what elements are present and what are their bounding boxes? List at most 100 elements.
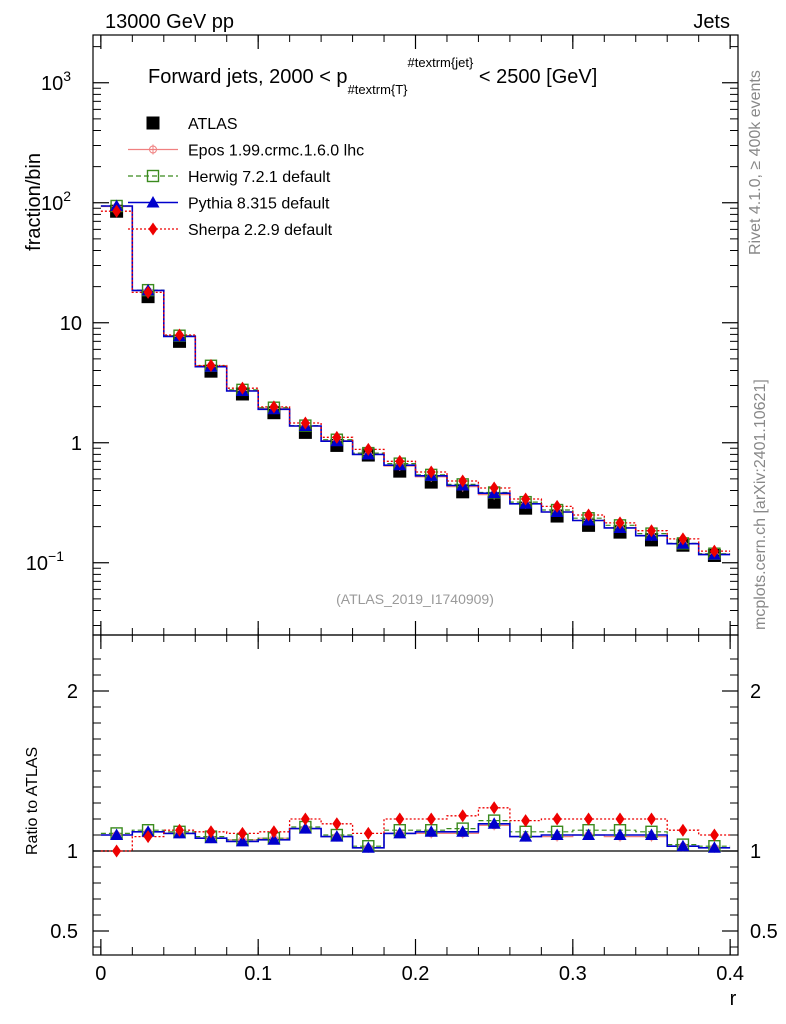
atlas-marker [487,495,501,509]
pythia-marker [298,822,312,834]
y-tick-exponent: 3 [63,68,71,84]
sherpa-marker [143,285,153,299]
sherpa-marker [395,454,405,468]
rivet-label: Rivet 4.1.0, ≥ 400k events [747,70,764,255]
sherpa-line [100,807,731,852]
ratio-x-tick-label: 0.2 [402,963,430,985]
pythia-marker [110,828,124,840]
sherpa-marker [615,516,625,530]
sherpa-line [100,210,731,552]
sherpa-marker [237,826,247,840]
legend-sherpa-label: Sherpa 2.2.9 default [188,222,333,239]
pythia-marker [676,839,690,852]
sherpa-marker [332,817,342,831]
pythia-marker [393,826,407,839]
pythia-marker [550,828,564,840]
main-title-sup: #textrm{jet} [408,55,474,70]
sherpa-marker [646,812,656,826]
sherpa-marker [615,812,625,826]
sherpa-marker [363,826,373,840]
sherpa-marker [175,823,185,837]
sherpa-marker [112,844,122,858]
herwig-line [100,205,731,555]
sherpa-marker [584,812,594,826]
ratio-axes: 0.5 0.5 1 1 2 2 0 0.1 0.2 0.3 0.4 [50,635,778,985]
ratio-x-tick-label: 0.4 [716,963,744,985]
ratio-series-layer [100,801,731,858]
legend-epos-label: Epos 1.99.crmc.1.6.0 lhc [188,143,364,160]
analysis-watermark: (ATLAS_2019_I1740909) [336,591,494,607]
sherpa-marker [646,524,656,538]
sherpa-marker [709,544,719,558]
legend-atlas-label: ATLAS [188,116,238,133]
main-title: Forward jets, 2000 < p#textrm{T} #textrm{… [148,55,597,97]
ratio-xlabel: r [730,988,737,1010]
main-series-layer [100,199,731,562]
sherpa-marker [143,830,153,844]
pythia-marker [424,825,438,837]
pythia-marker [644,828,658,840]
ratio-x-tick-label: 0.1 [244,963,272,985]
sherpa-marker [269,825,279,839]
y-tick-label: 102 [41,188,71,215]
y-tick-label: 10−1 [26,548,64,575]
legend-pythia-label: Pythia 8.315 default [188,196,330,213]
sherpa-marker [709,828,719,842]
sherpa-marker [584,508,594,522]
sherpa-marker [206,825,216,839]
sherpa-marker [489,801,499,815]
y-tick-exponent: 2 [63,188,71,204]
sherpa-marker [112,204,122,218]
y-tick-base: 10 [41,73,63,95]
y-tick-base: 10 [60,313,82,335]
sherpa-marker [521,814,531,828]
ratio-x-tick-label: 0.3 [559,963,587,985]
ratio-plot-frame [92,634,739,956]
sherpa-marker [175,328,185,342]
pythia-marker [146,196,160,208]
sherpa-marker [148,222,158,236]
legend-herwig-label: Herwig 7.2.1 default [188,169,331,186]
pythia-line [100,823,731,849]
pythia-marker [487,817,501,829]
ratio-y-tick-label-left: 1 [67,841,78,863]
pythia-marker [267,833,281,845]
sherpa-marker [269,400,279,414]
sherpa-marker [363,442,373,456]
legend: ATLAS Epos 1.99.crmc.1.6.0 lhc Herwig 7.2.… [128,116,364,239]
y-tick-label: 103 [41,68,71,95]
sherpa-marker [458,809,468,823]
main-ylabel: fraction/bin [23,153,45,251]
ratio-y-tick-label-left: 2 [67,681,78,703]
atlas-marker [146,116,160,130]
sherpa-marker [489,481,499,495]
y-tick-label: 10 [60,313,82,335]
pythia-marker [519,830,533,842]
pythia-marker [582,828,596,840]
y-tick-base: 1 [71,433,82,455]
sherpa-marker [521,492,531,506]
pythia-marker [361,841,375,853]
ratio-y-tick-label-right: 1 [750,841,761,863]
sherpa-marker [678,823,688,837]
pythia-marker [235,834,249,847]
sherpa-marker [300,416,310,430]
ratio-y-tick-label-left: 0.5 [50,921,78,943]
ratio-y-tick-label-right: 0.5 [750,921,778,943]
sherpa-marker [206,359,216,373]
epos-line [100,205,731,555]
ratio-ylabel: Ratio to ATLAS [24,747,41,855]
pythia-marker [330,830,344,842]
header-left: 13000 GeV pp [105,11,234,33]
epos-marker [148,144,158,155]
sherpa-marker [395,812,405,826]
sherpa-marker [552,812,562,826]
ratio-x-tick-label: 0 [95,963,106,985]
main-title-sub: #textrm{T} [348,82,409,97]
y-tick-base: 10 [26,553,48,575]
herwig-marker [146,169,160,183]
sherpa-marker [332,430,342,444]
pythia-marker [456,825,470,837]
